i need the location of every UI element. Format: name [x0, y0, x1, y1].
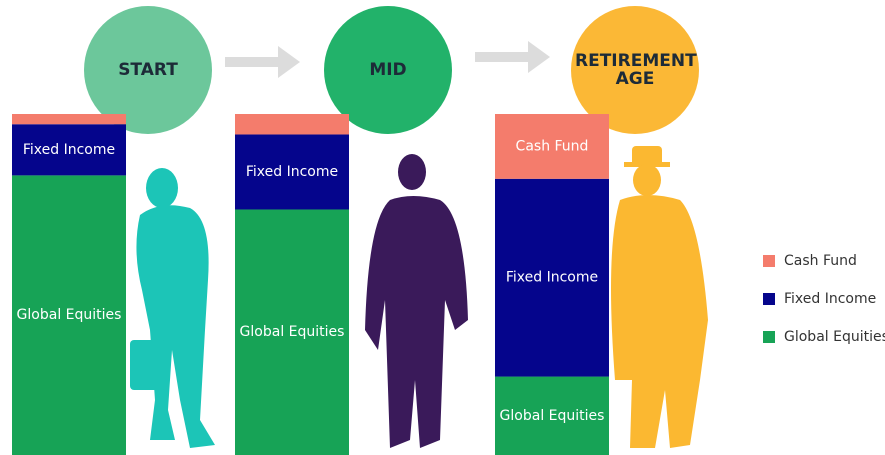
segment-label: Fixed Income	[506, 270, 598, 286]
silhouette-mid	[365, 154, 468, 448]
bar-segment	[235, 114, 349, 134]
legend-label: Global Equities	[784, 329, 885, 345]
legend-swatch	[763, 255, 775, 267]
arrow	[225, 46, 300, 78]
legend-label: Cash Fund	[784, 253, 857, 269]
legend-label: Fixed Income	[784, 291, 876, 307]
segment-label: Fixed Income	[23, 142, 115, 158]
silhouette-start	[130, 168, 215, 448]
silhouette-retirement	[611, 146, 708, 448]
segment-label: Global Equities	[500, 408, 605, 424]
stage-label: START	[88, 61, 208, 79]
stage-label: MID	[328, 61, 448, 79]
segment-label: Fixed Income	[246, 164, 338, 180]
legend-swatch	[763, 331, 775, 343]
segment-label: Global Equities	[17, 307, 122, 323]
segment-label: Cash Fund	[516, 138, 589, 154]
page: Global Equities Fixed Income Global Equiti…	[0, 0, 885, 455]
bar-segment	[12, 114, 126, 124]
stage-label: RETIREMENT AGE	[575, 52, 695, 88]
legend-swatch	[763, 293, 775, 305]
segment-label: Global Equities	[240, 324, 345, 340]
arrow	[475, 41, 550, 73]
